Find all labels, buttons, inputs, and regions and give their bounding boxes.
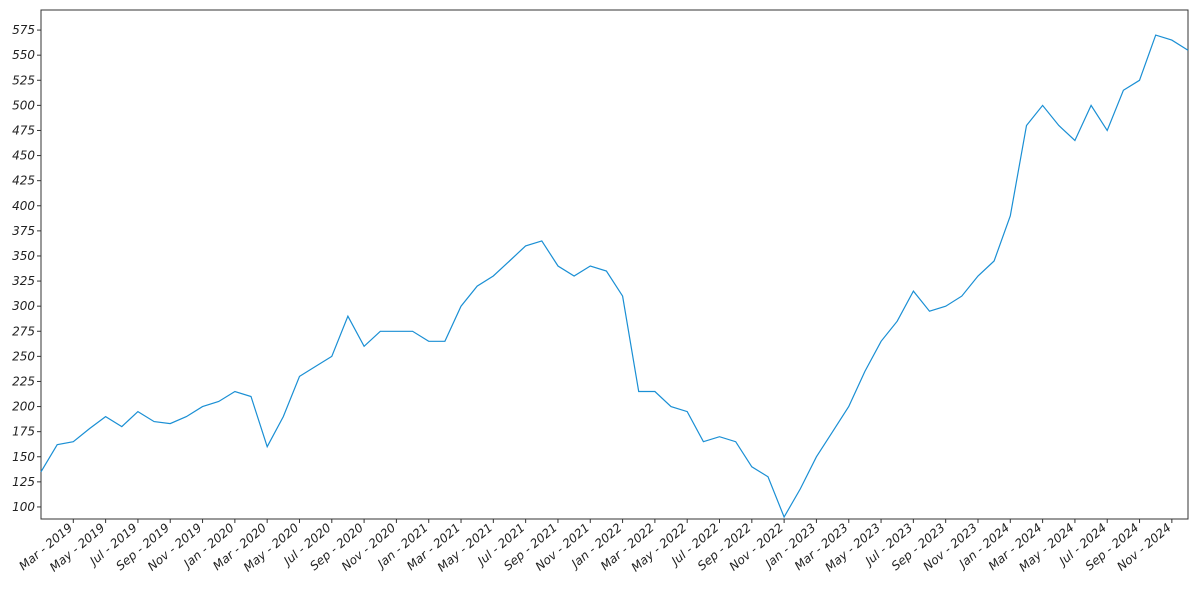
y-tick-label: 175: [12, 425, 35, 439]
y-tick-label: 425: [12, 174, 35, 188]
y-tick-label: 325: [12, 274, 35, 288]
y-tick-label: 200: [12, 400, 35, 414]
y-tick-label: 375: [12, 224, 35, 238]
y-tick-label: 500: [12, 98, 35, 112]
y-tick-label: 100: [12, 500, 35, 514]
y-tick-label: 150: [12, 450, 35, 464]
y-tick-label: 350: [12, 249, 35, 263]
y-tick-label: 400: [12, 199, 35, 213]
y-tick-label: 225: [12, 374, 35, 388]
plot-frame: [40, 9, 1189, 520]
y-tick-label: 250: [12, 349, 35, 363]
series-line: [40, 34, 1189, 519]
y-tick-label: 275: [12, 324, 35, 338]
y-tick-label: 300: [12, 299, 35, 313]
y-tick-label: 450: [12, 149, 35, 163]
y-tick-label: 575: [12, 23, 35, 37]
y-tick-label: 475: [12, 123, 35, 137]
y-tick-label: 125: [12, 475, 35, 489]
y-tick-label: 550: [12, 48, 35, 62]
y-tick-label: 525: [12, 73, 35, 87]
